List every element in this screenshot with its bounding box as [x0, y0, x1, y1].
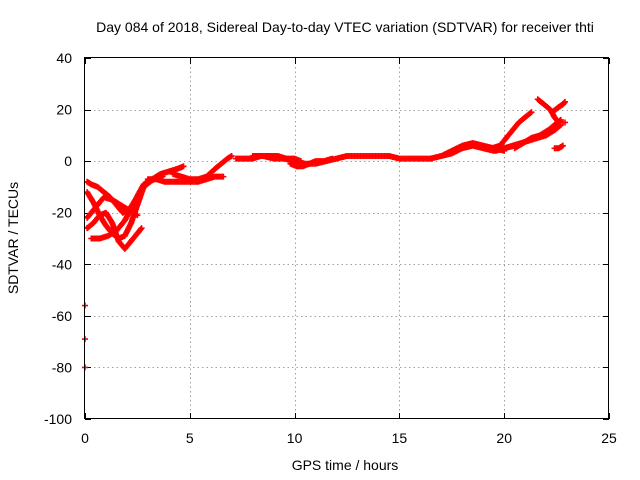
- y-tick-label: -40: [52, 256, 72, 272]
- y-axis-label: SDTVAR / TECUs: [5, 182, 21, 294]
- data-point: [220, 173, 227, 180]
- y-tick-label: -100: [44, 411, 72, 427]
- data-point: [134, 212, 141, 219]
- data-points: [82, 96, 568, 371]
- x-tick-label: 20: [496, 430, 512, 446]
- data-point: [527, 110, 534, 117]
- data-point: [528, 109, 535, 116]
- data-point: [138, 225, 145, 232]
- x-tick-label: 5: [186, 430, 194, 446]
- x-tick-label: 0: [81, 430, 89, 446]
- y-tick-label: 0: [64, 153, 72, 169]
- x-tick-labels: 0 5 10 15 20 25: [81, 430, 617, 446]
- data-point: [561, 98, 568, 105]
- data-point: [554, 118, 561, 125]
- y-tick-labels: -100 -80 -60 -40 -20 0 20 40: [44, 50, 72, 427]
- data-point: [559, 142, 566, 149]
- grid-lines: [85, 58, 609, 419]
- x-tick-label: 15: [392, 430, 408, 446]
- x-tick-label: 25: [601, 430, 617, 446]
- chart-title: Day 084 of 2018, Sidereal Day-to-day VTE…: [96, 19, 594, 35]
- y-tick-label: 40: [56, 50, 72, 66]
- data-point: [180, 163, 187, 170]
- data-point: [228, 152, 235, 159]
- data-point: [137, 226, 144, 233]
- data-point: [329, 155, 336, 162]
- y-tick-label: -60: [52, 308, 72, 324]
- x-tick-label: 10: [287, 430, 303, 446]
- y-tick-label: -80: [52, 359, 72, 375]
- y-tick-label: 20: [56, 102, 72, 118]
- data-point: [556, 122, 563, 129]
- data-point: [561, 119, 568, 126]
- y-tick-label: -20: [52, 205, 72, 221]
- plot-frame: [84, 57, 609, 419]
- x-axis-label: GPS time / hours: [292, 457, 399, 473]
